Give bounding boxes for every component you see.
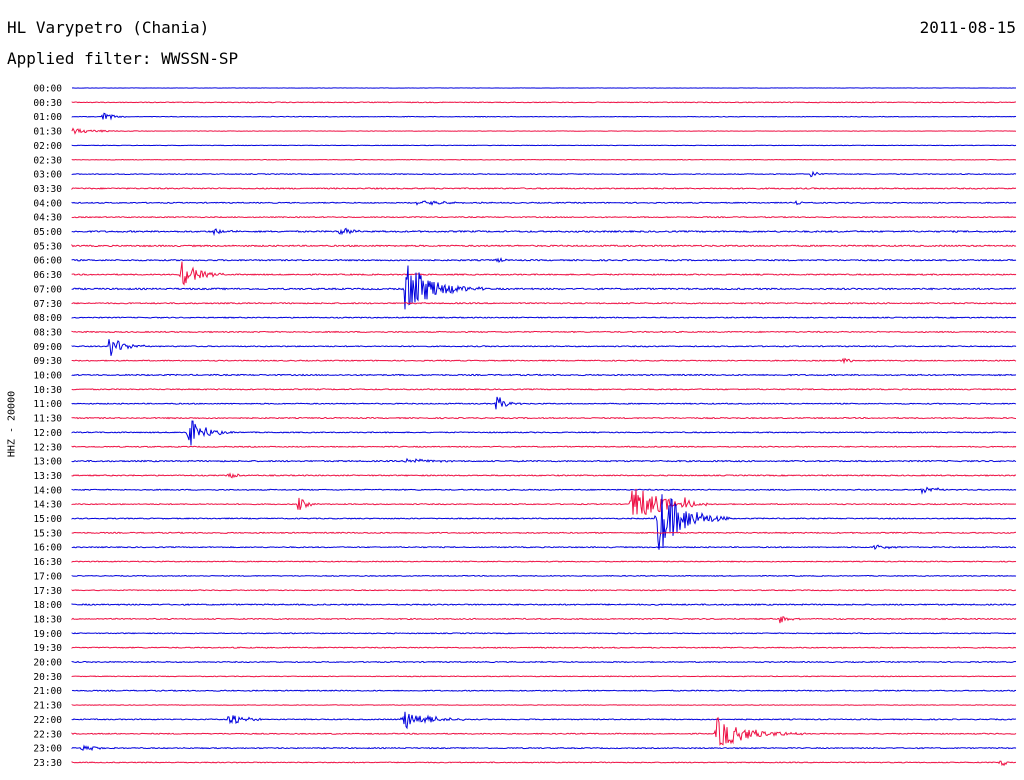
seismic-trace <box>71 486 1017 495</box>
row-time-label: 00:00 <box>33 84 62 95</box>
row-time-label: 18:00 <box>33 600 62 611</box>
seismic-trace <box>71 265 1017 310</box>
seismic-trace <box>71 760 1016 767</box>
row-time-label: 17:00 <box>33 571 62 582</box>
seismic-trace <box>71 589 1017 592</box>
seismic-trace <box>71 330 1017 334</box>
row-time-label: 06:30 <box>33 270 62 281</box>
row-time-label: 03:30 <box>33 184 62 195</box>
seismic-trace <box>71 200 1017 206</box>
row-time-label: 06:00 <box>33 256 62 267</box>
row-time-label: 21:00 <box>33 686 62 697</box>
seismic-trace <box>71 711 1017 730</box>
seismic-trace <box>71 416 1016 420</box>
row-time-label: 11:30 <box>33 414 62 425</box>
seismic-trace <box>71 101 1016 104</box>
seismic-trace <box>71 216 1017 219</box>
seismic-trace <box>71 301 1017 305</box>
row-time-label: 18:30 <box>33 614 62 625</box>
seismic-trace <box>71 603 1017 606</box>
row-time-label: 20:30 <box>33 672 62 683</box>
station-title: HL Varypetro (Chania) <box>7 18 210 37</box>
row-time-label: 19:00 <box>33 629 62 640</box>
seismic-trace <box>71 388 1017 391</box>
seismic-trace <box>71 316 1017 319</box>
seismic-trace <box>71 187 1017 191</box>
row-time-label: 02:30 <box>33 155 62 166</box>
row-time-label: 15:30 <box>33 528 62 539</box>
row-time-label: 20:00 <box>33 658 62 669</box>
seismic-trace <box>71 494 1017 550</box>
row-time-label: 17:30 <box>33 586 62 597</box>
seismic-trace <box>71 396 1017 410</box>
seismic-trace <box>71 716 1017 746</box>
row-time-label: 12:00 <box>33 428 62 439</box>
row-time-label: 05:30 <box>33 241 62 252</box>
row-time-label: 23:00 <box>33 744 62 755</box>
row-time-label: 05:00 <box>33 227 62 238</box>
row-time-label: 03:00 <box>33 170 62 181</box>
row-time-label: 13:00 <box>33 457 62 468</box>
seismic-trace <box>71 632 1016 635</box>
seismic-trace <box>71 158 1017 161</box>
seismic-trace <box>71 531 1017 535</box>
seismic-trace <box>71 689 1017 692</box>
row-time-label: 01:30 <box>33 127 62 138</box>
row-time-label: 07:00 <box>33 284 62 295</box>
seismic-trace <box>71 127 1017 135</box>
seismic-trace <box>71 574 1017 577</box>
row-time-label: 02:00 <box>33 141 62 152</box>
row-time-label: 01:00 <box>33 112 62 123</box>
row-time-label: 15:00 <box>33 514 62 525</box>
seismic-trace <box>71 170 1017 178</box>
row-time-label: 21:30 <box>33 701 62 712</box>
row-time-label: 04:00 <box>33 198 62 209</box>
row-time-label: 22:00 <box>33 715 62 726</box>
row-time-label: 16:30 <box>33 557 62 568</box>
seismic-trace <box>71 616 1017 624</box>
row-time-label: 14:30 <box>33 500 62 511</box>
row-time-label: 13:30 <box>33 471 62 482</box>
seismic-trace <box>71 646 1017 649</box>
seismic-trace <box>71 112 1017 121</box>
seismic-trace <box>71 257 1017 264</box>
seismic-trace <box>71 373 1017 377</box>
seismic-trace <box>71 744 1017 752</box>
seismic-trace <box>71 445 1017 448</box>
row-time-label: 09:00 <box>33 342 62 353</box>
record-date: 2011-08-15 <box>919 18 1016 37</box>
row-time-label: 12:30 <box>33 442 62 453</box>
row-time-label: 23:30 <box>33 758 62 769</box>
applied-filter: Applied filter: WWSSN-SP <box>7 49 239 68</box>
seismic-trace <box>71 227 1017 237</box>
row-time-label: 11:00 <box>33 399 62 410</box>
seismic-trace <box>71 339 1017 356</box>
row-time-label: 14:00 <box>33 485 62 496</box>
seismic-trace <box>71 420 1017 446</box>
row-time-label: 04:30 <box>33 213 62 224</box>
seismic-trace <box>71 704 1017 706</box>
seismic-trace <box>71 488 1017 516</box>
seismic-trace <box>71 472 1017 479</box>
seismic-trace <box>71 457 1017 464</box>
row-time-label: 10:30 <box>33 385 62 396</box>
row-time-label: 16:00 <box>33 543 62 554</box>
seismic-trace <box>71 357 1017 365</box>
row-time-label: 08:00 <box>33 313 62 324</box>
seismic-trace <box>71 560 1017 563</box>
seismic-trace <box>71 243 1017 248</box>
row-time-label: 10:00 <box>33 371 62 382</box>
seismic-trace <box>71 660 1017 664</box>
row-time-label: 19:30 <box>33 643 62 654</box>
row-time-label: 08:30 <box>33 327 62 338</box>
seismic-trace <box>71 544 1017 550</box>
row-time-label: 07:30 <box>33 299 62 310</box>
row-time-label: 22:30 <box>33 729 62 740</box>
seismic-trace <box>71 261 1017 286</box>
row-time-label: 09:30 <box>33 356 62 367</box>
row-time-label: 00:30 <box>33 98 62 109</box>
seismic-trace <box>71 675 1016 678</box>
